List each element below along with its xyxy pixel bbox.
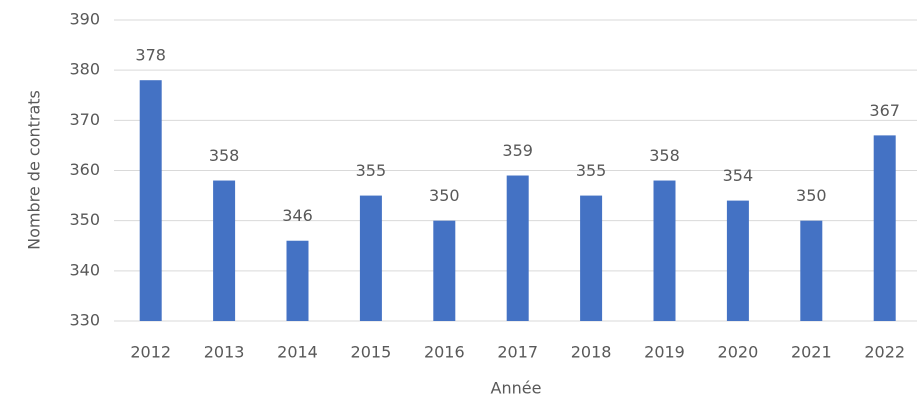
bar — [580, 195, 603, 321]
data-label: 359 — [502, 141, 533, 160]
x-tick-label: 2016 — [424, 343, 465, 362]
bar — [359, 195, 382, 321]
y-tick-label: 370 — [69, 110, 100, 129]
x-tick-label: 2019 — [644, 343, 685, 362]
x-tick-label: 2015 — [351, 343, 392, 362]
y-tick-label: 340 — [69, 260, 100, 279]
data-label: 350 — [429, 186, 460, 205]
x-tick-label: 2020 — [718, 343, 759, 362]
data-label: 378 — [135, 46, 166, 65]
data-label: 354 — [723, 166, 754, 185]
data-label: 358 — [649, 146, 680, 165]
x-tick-label: 2012 — [130, 343, 171, 362]
bar — [873, 135, 896, 321]
data-label: 346 — [282, 206, 313, 225]
x-axis-label: Année — [491, 379, 542, 398]
y-tick-label: 350 — [69, 210, 100, 229]
x-tick-label: 2013 — [204, 343, 245, 362]
bar — [726, 200, 749, 321]
y-tick-label: 390 — [69, 10, 100, 29]
data-label: 350 — [796, 186, 827, 205]
bar — [433, 220, 456, 321]
x-tick-label: 2021 — [791, 343, 832, 362]
x-tick-label: 2017 — [497, 343, 538, 362]
bar — [653, 180, 676, 321]
bar — [139, 80, 162, 321]
bar — [506, 175, 529, 321]
y-axis-label: Nombre de contrats — [25, 90, 44, 250]
y-tick-label: 330 — [69, 311, 100, 330]
x-tick-label: 2014 — [277, 343, 318, 362]
x-tick-label: 2018 — [571, 343, 612, 362]
data-label: 358 — [209, 146, 240, 165]
data-label: 355 — [356, 161, 387, 180]
bar — [800, 220, 823, 321]
y-tick-label: 360 — [69, 160, 100, 179]
x-tick-label: 2022 — [864, 343, 905, 362]
bar — [213, 180, 236, 321]
y-tick-label: 380 — [69, 60, 100, 79]
data-label: 367 — [869, 101, 900, 120]
bar — [286, 240, 309, 321]
data-label: 355 — [576, 161, 607, 180]
